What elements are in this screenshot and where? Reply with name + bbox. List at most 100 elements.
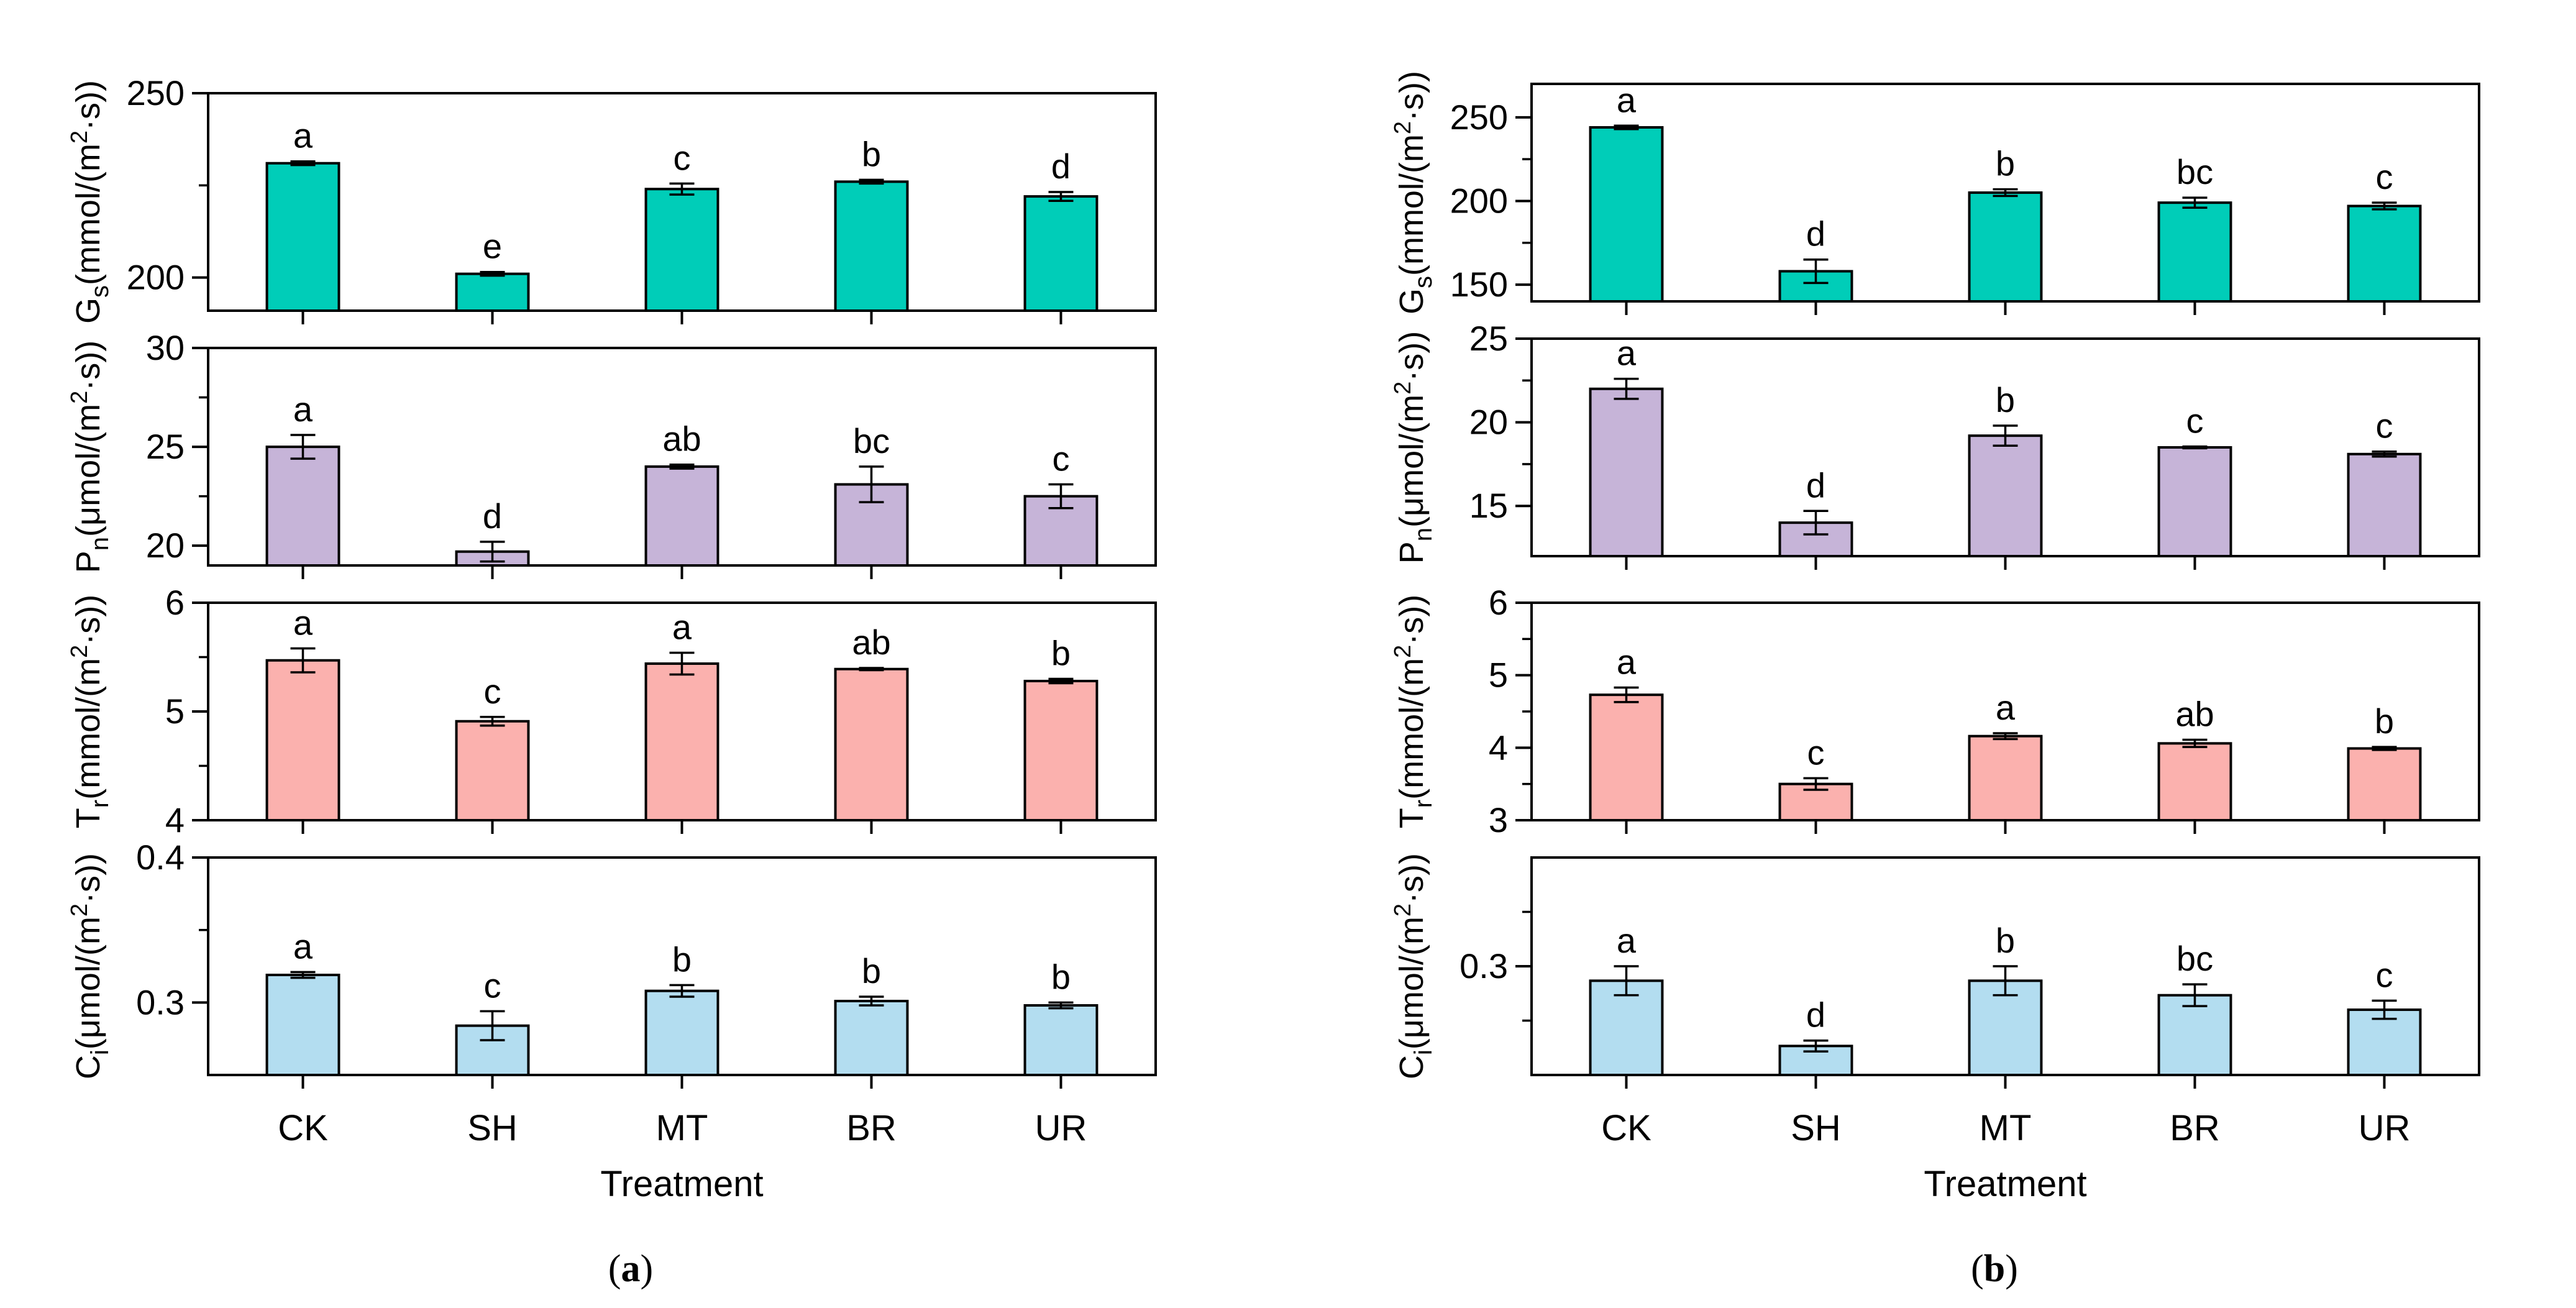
ytick-label-ci-0.3: 0.3 (136, 982, 185, 1022)
error-bar-pn-BR (859, 465, 884, 503)
bar-gs-BR (834, 180, 909, 313)
error-bar-ci-CK (1614, 965, 1639, 997)
ylabel-ci: Ci(μmol/(m2·s)) (1390, 853, 1437, 1079)
ytick-label-ci-0.4: 0.4 (136, 838, 185, 877)
sig-letter-tr-SH: c (1807, 733, 1825, 772)
category-label-BR: BR (846, 1108, 897, 1148)
ylabel-gs: Gs(mmol/(m2·s)) (66, 80, 114, 324)
sig-letter-tr-BR: ab (852, 623, 890, 662)
ytick-label-ci-0.3: 0.3 (1459, 946, 1508, 986)
error-bar-ci-MT (1993, 965, 2018, 997)
sig-letter-tr-UR: b (2375, 702, 2394, 741)
ytick-label-gs-200: 200 (127, 258, 185, 297)
ytick-label-tr-4: 4 (165, 800, 185, 839)
sig-letter-ci-UR: b (1051, 957, 1071, 996)
sig-letter-pn-BR: bc (853, 421, 890, 460)
bar-pn-MT (644, 465, 719, 567)
bar-tr-BR (834, 667, 909, 821)
bar-tr-MT (644, 662, 719, 821)
error-bar-tr-SH (1803, 777, 1829, 791)
category-label-MT: MT (1980, 1108, 2032, 1148)
category-label-CK: CK (278, 1108, 328, 1148)
bar-tr-BR (2157, 742, 2232, 822)
ytick-label-gs-150: 150 (1450, 265, 1508, 304)
sig-letter-pn-UR: c (1053, 439, 1070, 478)
error-bar-tr-BR (2182, 738, 2208, 748)
ytick-label-pn-15: 15 (1469, 486, 1508, 525)
error-bar-ci-MT (669, 984, 695, 998)
ytick-label-gs-250: 250 (127, 73, 185, 112)
sig-letter-ci-MT: b (1996, 921, 2015, 960)
error-bar-pn-MT (669, 463, 695, 470)
ytick-label-tr-6: 6 (1489, 583, 1508, 622)
error-bar-tr-SH (480, 716, 505, 727)
bar-pn-UR (2347, 452, 2422, 557)
sig-letter-gs-BR: bc (2176, 152, 2213, 191)
error-bar-ci-SH (1803, 1039, 1829, 1053)
x-axis-title: Treatment (600, 1164, 763, 1204)
ytick-label-pn-20: 20 (146, 526, 185, 565)
bar-gs-UR (2347, 204, 2422, 303)
sig-letter-pn-CK: a (293, 390, 313, 429)
sig-letter-tr-SH: c (484, 672, 501, 711)
ylabel-pn: Pn(μmol/(m2·s)) (66, 341, 114, 573)
error-bar-pn-UR (1048, 483, 1074, 510)
subplot-gs: a d b bc c 150 200 250 Gs(mmol/(m2·s)) (1390, 71, 2480, 315)
error-bar-gs-CK (290, 160, 316, 167)
error-bar-pn-UR (2372, 450, 2397, 458)
error-bar-ci-UR (2372, 999, 2397, 1020)
bar-ci-UR (1023, 1004, 1098, 1076)
bar-gs-BR (2157, 201, 2232, 303)
error-bar-ci-UR (1048, 1001, 1074, 1010)
error-bar-tr-CK (1614, 686, 1639, 703)
error-bar-gs-SH (480, 270, 505, 277)
bar-gs-CK (1589, 126, 1664, 303)
panel-label-b: (b) (1971, 1248, 2018, 1290)
bar-tr-UR (1023, 680, 1098, 821)
bar-gs-CK (265, 162, 340, 312)
category-label-MT: MT (656, 1108, 708, 1148)
sig-letter-pn-CK: a (1617, 334, 1637, 373)
error-bar-gs-CK (1614, 124, 1639, 130)
subplot-ci: a c b b b 0.3 0.4 Ci(μmol/(m2·s)) (66, 838, 1157, 1089)
bar-tr-MT (1968, 734, 2043, 821)
ylabel-ci: Ci(μmol/(m2·s)) (66, 853, 114, 1079)
error-bar-gs-BR (2182, 196, 2208, 209)
sig-letter-gs-MT: c (674, 138, 691, 177)
subplot-gs: a e c b d 200 250 Gs(mmol/(m2·s)) (66, 73, 1157, 324)
error-bar-pn-BR (2182, 445, 2208, 450)
sig-letter-tr-MT: a (672, 608, 692, 647)
ytick-label-pn-25: 25 (1469, 319, 1508, 358)
error-bar-pn-CK (290, 434, 316, 460)
panel-label-a-text: a (621, 1248, 641, 1290)
sig-letter-pn-SH: d (483, 496, 502, 536)
error-bar-ci-BR (859, 995, 884, 1007)
sig-letter-gs-SH: e (483, 227, 502, 266)
ytick-label-gs-250: 250 (1450, 98, 1508, 137)
bar-gs-MT (1968, 191, 2043, 303)
sig-letter-ci-SH: d (1806, 995, 1825, 1035)
category-label-SH: SH (467, 1108, 518, 1148)
category-label-BR: BR (2170, 1108, 2220, 1148)
bar-gs-MT (644, 188, 719, 312)
subplot-tr: a c a ab b 3 4 5 6 Tr(mmol/(m2·s)) (1390, 583, 2480, 839)
ytick-label-tr-3: 3 (1489, 800, 1508, 839)
subplot-pn: a d b c c 15 20 25 Pn(μmol/(m2·s)) (1390, 319, 2480, 570)
sig-letter-tr-CK: a (293, 603, 313, 643)
sig-letter-tr-UR: b (1051, 634, 1071, 673)
ytick-label-tr-4: 4 (1489, 728, 1508, 767)
bar-pn-CK (1589, 387, 1664, 557)
ylabel-tr: Tr(mmol/(m2·s)) (1390, 595, 1437, 828)
sig-letter-gs-UR: c (2376, 157, 2393, 196)
ylabel-tr: Tr(mmol/(m2·s)) (66, 595, 114, 828)
bar-tr-UR (2347, 747, 2422, 821)
sig-letter-gs-UR: d (1051, 147, 1071, 186)
ytick-label-tr-5: 5 (1489, 656, 1508, 695)
category-label-CK: CK (1601, 1108, 1651, 1148)
sig-letter-gs-CK: a (1617, 80, 1637, 119)
ytick-label-pn-30: 30 (146, 328, 185, 367)
sig-letter-ci-CK: a (293, 926, 313, 966)
